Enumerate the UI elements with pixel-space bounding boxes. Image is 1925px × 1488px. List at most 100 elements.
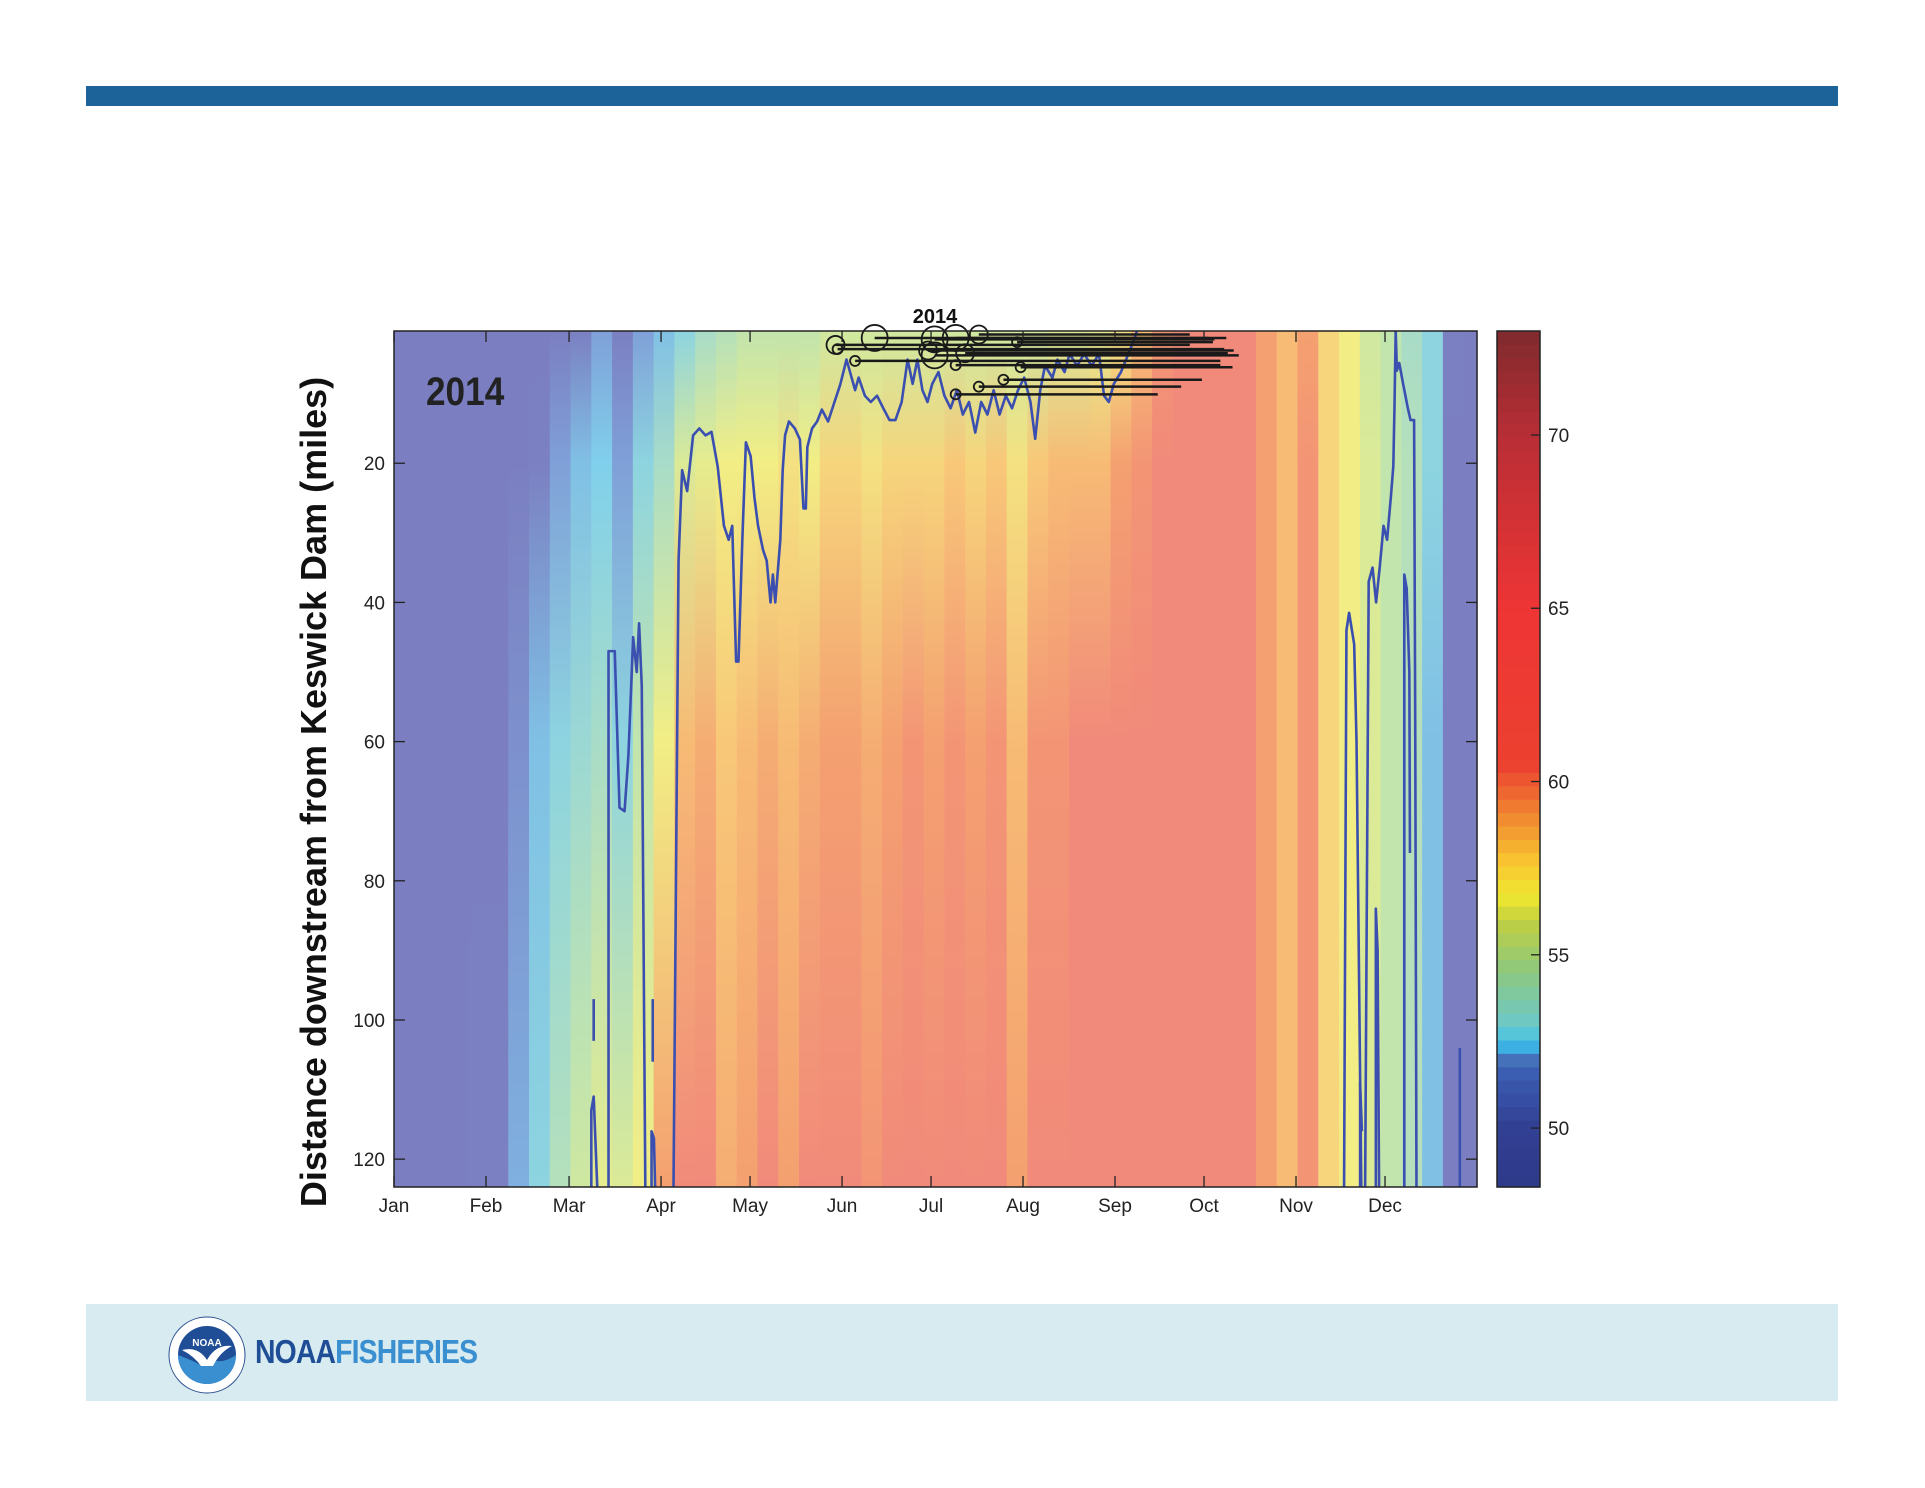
heatmap-column (944, 331, 966, 1187)
colorbar-segment (1497, 1133, 1540, 1148)
colorbar-segment (1497, 451, 1540, 466)
heatmap-column (965, 331, 987, 1187)
marker-circle (949, 359, 962, 372)
colorbar-tick-label: 55 (1548, 946, 1569, 967)
heatmap-column (985, 331, 1008, 1187)
colorbar-segment (1497, 438, 1540, 452)
heatmap-column (1069, 331, 1091, 1187)
plot-annotation-year: 2014 (426, 369, 504, 414)
y-tick-label: 100 (353, 1011, 385, 1032)
colorbar-segment (1497, 585, 1540, 600)
colorbar-segment (1497, 919, 1540, 934)
marker-circle (860, 324, 889, 352)
colorbar-segment (1497, 759, 1540, 773)
contour-line (1363, 330, 1398, 1188)
heatmap-column (1214, 331, 1236, 1187)
temperature-heatmap-chart: Jan Feb Mar Apr May Jun Jul Aug Sep Oct Nov Dec 20 40… (293, 306, 1569, 1217)
colorbar-segment (1497, 371, 1540, 386)
heatmap-column (1006, 331, 1029, 1187)
contour-line (650, 1130, 657, 1188)
y-tick-label: 20 (364, 454, 385, 475)
heatmap-column (445, 331, 468, 1187)
heatmap-column (902, 331, 925, 1187)
footer-band (86, 1304, 1838, 1401)
colorbar-segment (1497, 732, 1540, 747)
colorbar-segment (1497, 611, 1540, 626)
heatmap-column (819, 331, 842, 1187)
heatmap-column (1152, 331, 1174, 1187)
heatmap-column (1422, 331, 1444, 1187)
x-tick-label: Apr (646, 1196, 676, 1217)
chart-title: 2014 (913, 306, 958, 328)
marker-circle (949, 388, 962, 401)
colorbar-segment (1497, 331, 1540, 345)
x-tick-label: Jan (379, 1196, 410, 1217)
heatmap-column (1172, 331, 1195, 1187)
heatmap-column (1318, 331, 1340, 1187)
colorbar-segment (1497, 625, 1540, 640)
heatmap-column (508, 331, 530, 1187)
colorbar-tick-label: 70 (1548, 426, 1569, 447)
heatmap-column (653, 331, 675, 1187)
heatmap-column (840, 331, 862, 1187)
colorbar-tick-label: 65 (1548, 599, 1569, 620)
colorbar-segment (1497, 1080, 1540, 1094)
marker-circle (920, 325, 949, 354)
colorbar-segment (1497, 906, 1540, 921)
marker-circle (1011, 336, 1023, 349)
marker-circle (968, 324, 989, 345)
colorbar-segment (1497, 638, 1540, 653)
colorbar-segment (1497, 678, 1540, 693)
colorbar-segment (1497, 518, 1540, 533)
noaa-seal-logo: NOAA (168, 1316, 246, 1394)
colorbar-segment (1497, 879, 1540, 894)
colorbar-segment (1497, 344, 1540, 359)
colorbar-segment (1497, 1066, 1540, 1081)
colorbar-segment (1497, 825, 1540, 840)
colorbar-segment (1497, 866, 1540, 880)
noaa-fisheries-wordmark[interactable]: NOAAFISHERIES (255, 1333, 478, 1371)
colorbar-segment (1497, 397, 1540, 412)
contour-line (1403, 573, 1412, 1187)
y-tick-label: 60 (364, 733, 385, 754)
colorbar: 50 55 60 65 70 (1496, 330, 1569, 1188)
heatmap-column (1463, 331, 1478, 1187)
heatmap-column (1027, 331, 1049, 1187)
x-tick-label: May (732, 1196, 768, 1217)
heatmap-column (736, 331, 759, 1187)
colorbar-segment (1497, 491, 1540, 506)
heatmap-column (549, 331, 572, 1187)
colorbar-segment (1497, 973, 1540, 987)
colorbar-segment (1497, 1093, 1540, 1108)
colorbar-segment (1497, 652, 1540, 666)
colorbar-segment (1497, 1013, 1540, 1028)
colorbar-segment (1497, 1026, 1540, 1041)
colorbar-segment (1497, 384, 1540, 399)
marker-layer (825, 324, 1239, 401)
y-tick-label: 40 (364, 593, 385, 614)
heatmap-column (487, 331, 509, 1187)
colorbar-segment (1497, 571, 1540, 586)
x-tick-label: Feb (470, 1196, 503, 1217)
colorbar-segment (1497, 892, 1540, 907)
heatmap-column (882, 331, 904, 1187)
colorbar-segment (1497, 745, 1540, 760)
heatmap-column (1131, 331, 1153, 1187)
heatmap-column (425, 331, 447, 1187)
colorbar-segment (1497, 692, 1540, 707)
colorbar-segment (1497, 545, 1540, 559)
x-tick-label: Nov (1279, 1196, 1313, 1217)
heatmap-column (799, 331, 821, 1187)
colorbar-segment (1497, 1173, 1540, 1188)
colorbar-tick-label: 50 (1548, 1119, 1569, 1140)
colorbar-frame (1496, 330, 1541, 1188)
marker-circle (849, 355, 861, 367)
contour-line (1358, 1081, 1364, 1187)
x-tick-label: Mar (553, 1196, 586, 1217)
heatmap-column (715, 331, 738, 1187)
heatmap-column (1235, 331, 1257, 1187)
heatmap-column (1110, 331, 1132, 1187)
colorbar-segment (1497, 812, 1540, 827)
colorbar-segment (1497, 718, 1540, 733)
plot-frame (393, 330, 1478, 1188)
